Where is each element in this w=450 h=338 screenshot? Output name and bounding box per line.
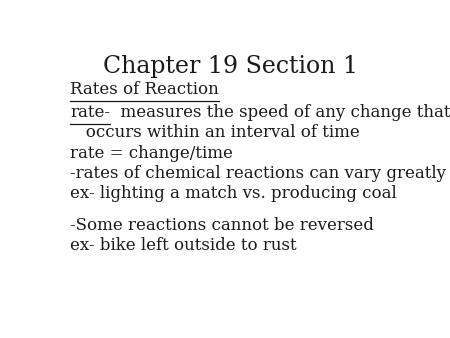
Text: -rates of chemical reactions can vary greatly: -rates of chemical reactions can vary gr… [70,165,446,182]
Text: -Some reactions cannot be reversed: -Some reactions cannot be reversed [70,217,374,234]
Text: rate = change/time: rate = change/time [70,145,233,162]
Text: ex- lighting a match vs. producing coal: ex- lighting a match vs. producing coal [70,185,397,202]
Text: occurs within an interval of time: occurs within an interval of time [70,124,360,141]
Text: measures the speed of any change that: measures the speed of any change that [110,104,450,121]
Text: rate-: rate- [70,104,110,121]
Text: Rates of Reaction: Rates of Reaction [70,81,219,98]
Text: Chapter 19 Section 1: Chapter 19 Section 1 [103,55,358,78]
Text: ex- bike left outside to rust: ex- bike left outside to rust [70,237,297,254]
